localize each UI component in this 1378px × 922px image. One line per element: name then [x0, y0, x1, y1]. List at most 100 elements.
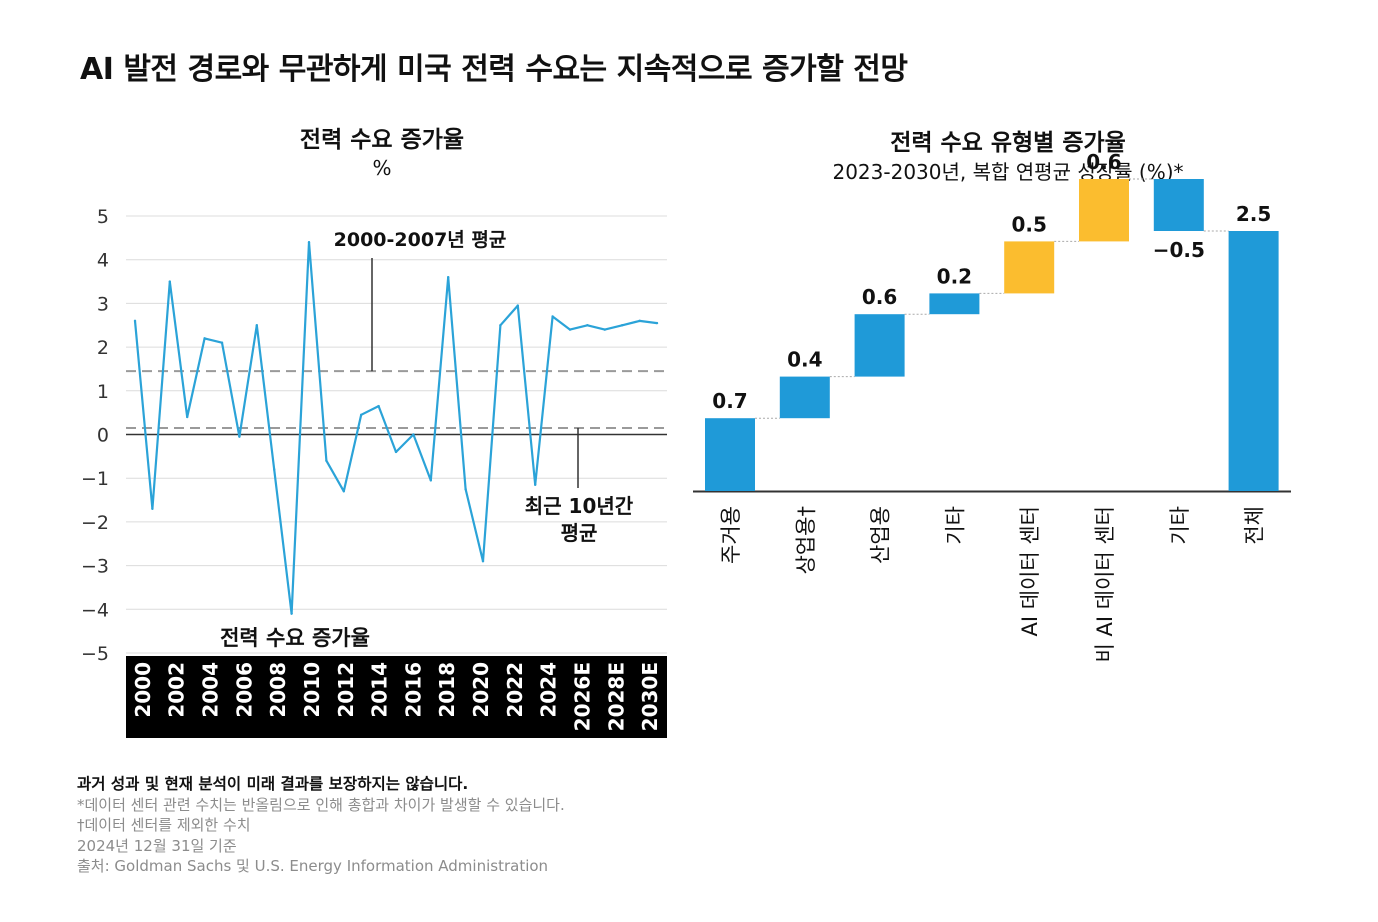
x-tick-label: 2014: [368, 662, 392, 718]
x-tick-label: 2000: [131, 662, 155, 718]
y-tick-label: 3: [97, 293, 109, 315]
data-point: [534, 483, 537, 486]
data-point: [220, 341, 224, 344]
data-point: [290, 612, 293, 615]
waterfall-value-label: 0.4: [787, 348, 822, 372]
data-point: [168, 280, 171, 283]
y-tick-label: 2: [97, 337, 109, 359]
data-point: [603, 328, 606, 331]
disclaimer-note: 과거 성과 및 현재 분석이 미래 결과를 보장하지는 않습니다.: [77, 775, 469, 793]
data-point: [394, 450, 398, 454]
x-axis-band: [126, 656, 667, 738]
waterfall-category-label: 상업용†: [794, 506, 818, 574]
data-point: [655, 321, 659, 325]
data-point: [133, 319, 137, 323]
data-point: [325, 459, 328, 462]
y-tick-label: −3: [81, 556, 109, 578]
waterfall-bar: [929, 293, 980, 315]
annotation-avg-10yr-line1: 최근 10년간: [525, 494, 634, 518]
x-tick-label: 2008: [266, 662, 290, 718]
waterfall-category-label: 비 AI 데이터 센터: [1093, 506, 1117, 663]
data-point: [621, 324, 624, 327]
annotation-avg-10yr-line2: 평균: [561, 521, 598, 545]
right-chart-title: 전력 수요 유형별 증가율: [890, 130, 1126, 156]
data-point: [481, 560, 485, 563]
footnotes: 과거 성과 및 현재 분석이 미래 결과를 보장하지는 않습니다. *데이터 센…: [77, 774, 565, 877]
data-point: [638, 319, 641, 323]
waterfall-value-label: 0.6: [1086, 150, 1121, 174]
x-tick-label: 2002: [165, 662, 189, 718]
data-point: [447, 275, 450, 279]
y-tick-label: 5: [97, 206, 109, 228]
waterfall-category-label: 전체: [1243, 506, 1267, 545]
data-point: [151, 507, 154, 510]
data-point: [307, 241, 311, 244]
x-tick-label: 2004: [199, 662, 223, 718]
data-point: [516, 304, 519, 307]
waterfall-category-label: 기타: [1168, 506, 1192, 545]
series-label: 전력 수요 증가율: [220, 626, 370, 650]
waterfall-category-label: AI 데이터 센터: [1018, 506, 1042, 637]
data-point: [238, 435, 241, 438]
data-point: [499, 324, 502, 327]
y-tick-label: 1: [97, 381, 109, 403]
footnote-source: 출처: Goldman Sachs 및 U.S. Energy Informat…: [77, 857, 549, 875]
data-point: [342, 490, 345, 493]
x-tick-label: 2030E: [638, 662, 662, 731]
waterfall-bar: [779, 376, 830, 419]
footnote-excluding: †데이터 센터를 제외한 수치: [77, 816, 251, 834]
waterfall-category-label: 산업용: [869, 506, 893, 564]
data-point: [186, 415, 189, 419]
x-tick-label: 2022: [503, 662, 527, 718]
waterfall-value-label: −0.5: [1153, 238, 1205, 262]
data-point: [377, 404, 380, 408]
waterfall-bar: [1079, 179, 1129, 242]
y-tick-label: −2: [81, 512, 109, 534]
waterfall-category-label: 주거용: [719, 506, 743, 564]
waterfall-value-label: 2.5: [1236, 202, 1271, 226]
data-point: [255, 324, 258, 327]
x-tick-label: 2016: [401, 662, 425, 718]
waterfall-bar: [854, 314, 905, 377]
x-tick-label: 2018: [435, 662, 459, 718]
data-point: [429, 479, 432, 482]
footnote-date: 2024년 12월 31일 기준: [77, 836, 237, 855]
footnote-datacenter: *데이터 센터 관련 수치는 반올림으로 인해 총합과 차이가 발생할 수 있습…: [77, 795, 565, 814]
data-point: [203, 337, 206, 340]
data-point: [586, 324, 589, 327]
waterfall-category-label: 기타: [943, 506, 967, 545]
x-tick-label: 2006: [232, 662, 256, 718]
annotation-avg-2000-2007: 2000-2007년 평균: [334, 229, 507, 251]
data-point: [412, 433, 415, 436]
x-tick-label: 2012: [334, 662, 358, 718]
y-tick-label: −4: [81, 599, 109, 621]
waterfall-bar: [1004, 241, 1055, 294]
waterfall-chart: 0.7 주거용 0.4 상업용† 0.6 산업용 0.2 기타 0.5 AI 데이터 센터 0.6 비…: [693, 150, 1291, 663]
waterfall-bar: [1153, 179, 1204, 231]
x-tick-label: 2010: [300, 662, 324, 718]
data-point: [360, 413, 363, 417]
data-point: [464, 487, 467, 491]
left-chart-unit: %: [372, 156, 392, 180]
y-tick-label: 0: [97, 425, 109, 447]
data-point: [273, 468, 276, 471]
x-tick-label: 2020: [469, 662, 493, 718]
waterfall-value-label: 0.6: [862, 285, 897, 309]
y-tick-label: −5: [81, 643, 109, 665]
waterfall-value-label: 0.7: [712, 389, 747, 413]
x-tick-label: 2026E: [570, 662, 594, 731]
waterfall-value-label: 0.5: [1011, 212, 1046, 236]
waterfall-bar: [1228, 231, 1279, 491]
y-tick-label: 4: [97, 250, 109, 272]
waterfall-value-label: 0.2: [937, 264, 972, 288]
left-chart-title: 전력 수요 증가율: [299, 127, 465, 153]
x-tick-label: 2024: [537, 662, 561, 718]
data-point: [568, 328, 572, 331]
y-tick-label: −1: [81, 468, 109, 490]
data-point: [551, 315, 554, 318]
x-tick-label: 2028E: [604, 662, 628, 731]
page-title: AI 발전 경로와 무관하게 미국 전력 수요는 지속적으로 증가할 전망: [80, 52, 908, 87]
waterfall-bar: [705, 418, 755, 491]
